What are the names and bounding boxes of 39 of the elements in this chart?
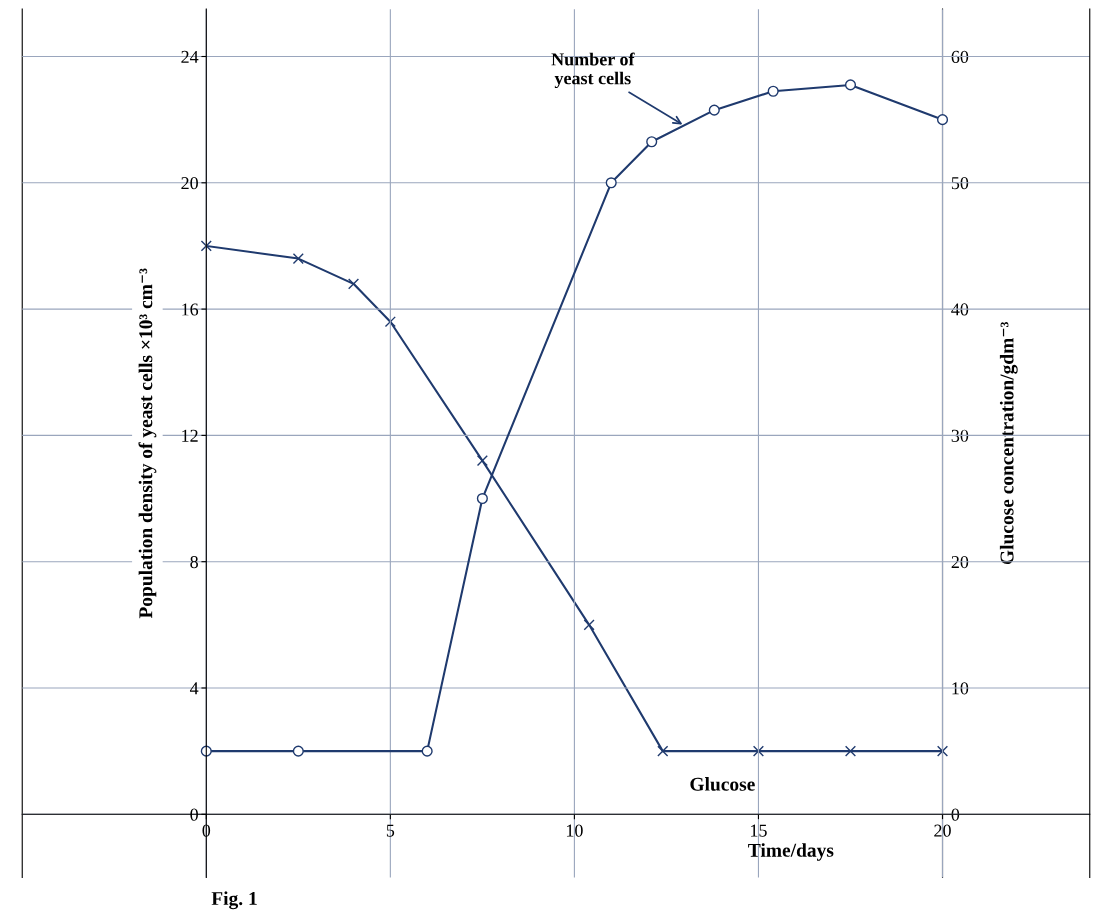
point: [476, 492, 488, 505]
caption: Fig. 1: [211, 891, 257, 910]
y-tick-label: 24: [181, 50, 199, 63]
y2-tick-label: 20: [951, 555, 969, 569]
point: [583, 619, 595, 631]
y2-axis-title: Glucose concentration/gdm⁻³: [999, 321, 1018, 565]
point: [708, 104, 720, 116]
y-tick-label: 8: [190, 555, 198, 569]
annotation: Number of yeast cells: [551, 52, 635, 89]
x-tick-label: 5: [386, 824, 395, 837]
y-tick-label: 16: [182, 303, 199, 316]
point: [605, 177, 617, 189]
x-tick-label: 15: [751, 824, 767, 837]
point: [844, 745, 857, 757]
point: [476, 455, 488, 467]
x-tick-label: 10: [566, 824, 583, 837]
annotation: Glucose: [690, 777, 755, 791]
point: [844, 79, 857, 91]
y-tick-label: 4: [189, 682, 199, 695]
y-tick-label: 12: [182, 429, 198, 442]
point: [936, 114, 949, 126]
y2-tick-label: 50: [951, 177, 969, 190]
point: [347, 278, 360, 290]
point: [200, 240, 212, 252]
point: [752, 745, 765, 757]
point: [657, 745, 669, 757]
point: [421, 745, 433, 757]
y2-tick-label: 10: [952, 682, 969, 695]
y2-tick-label: 40: [951, 303, 969, 316]
point: [646, 136, 658, 148]
point: [384, 316, 396, 328]
point: [292, 253, 304, 265]
x-tick-label: 20: [934, 824, 951, 837]
x-axis-title: Time/days: [748, 843, 834, 861]
point: [292, 745, 304, 757]
y-tick-label: 20: [181, 177, 198, 190]
point: [767, 85, 779, 97]
point: [936, 745, 949, 757]
y-axis-title: Population density of yeast cells ×10³ cm⁻³: [138, 268, 157, 619]
